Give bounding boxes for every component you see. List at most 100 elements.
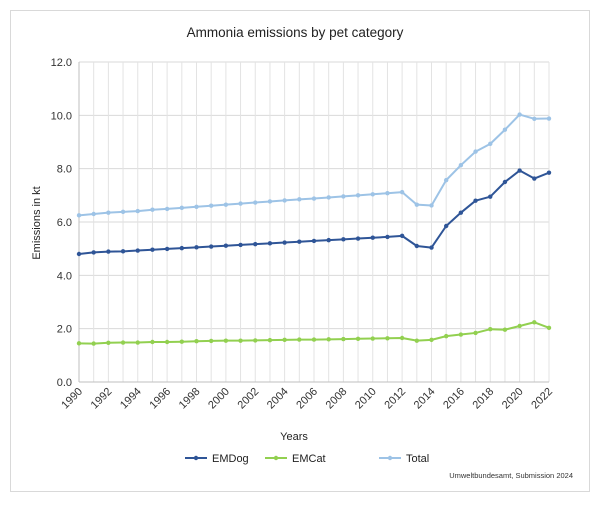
data-point — [164, 339, 170, 345]
x-tick-label: 2016 — [441, 386, 467, 412]
data-point — [76, 251, 82, 257]
x-tick-label: 2004 — [265, 386, 291, 412]
legend-label: Total — [406, 453, 429, 465]
x-tick-label: 2002 — [236, 386, 262, 412]
data-point — [179, 205, 185, 211]
x-axis-label: Years — [280, 431, 308, 443]
data-point — [355, 336, 361, 341]
data-point — [546, 116, 552, 121]
data-point — [370, 235, 375, 240]
source-note: Umweltbundesamt, Submission 2024 — [449, 471, 573, 480]
data-point — [341, 237, 346, 242]
data-point — [120, 340, 126, 345]
data-point — [429, 245, 434, 250]
data-point — [326, 337, 331, 342]
legend-marker — [193, 455, 199, 461]
x-axis-ticks: 1990 1992 1994 1996 1998 2000 2002 2004 2006 2008… — [59, 386, 555, 412]
x-tick-label: 2014 — [412, 386, 438, 412]
data-point — [267, 337, 273, 343]
data-point — [532, 320, 537, 325]
data-point — [443, 177, 449, 183]
data-point — [458, 332, 464, 337]
legend-label: EMCat — [292, 453, 326, 465]
data-point — [76, 213, 82, 218]
data-point — [106, 249, 111, 254]
data-point — [517, 168, 522, 173]
data-point — [253, 241, 258, 247]
data-point — [488, 141, 493, 147]
data-point — [150, 247, 155, 252]
data-point — [150, 207, 155, 212]
data-point — [179, 339, 185, 344]
data-point — [267, 241, 273, 246]
y-tick-label: 10.0 — [51, 110, 72, 122]
x-tick-label: 2006 — [294, 386, 320, 412]
data-point — [238, 242, 243, 248]
data-point — [238, 338, 243, 343]
data-point — [341, 336, 346, 342]
data-point — [385, 191, 390, 196]
data-point — [311, 337, 317, 342]
data-point — [76, 341, 82, 346]
x-tick-label: 2018 — [471, 386, 497, 412]
data-point — [91, 211, 96, 217]
data-point — [208, 244, 214, 249]
data-point — [488, 194, 493, 199]
data-point — [120, 209, 126, 215]
legend-marker — [273, 455, 279, 461]
data-point — [164, 206, 170, 212]
data-point — [106, 340, 111, 345]
legend: EMDog EMCat Total — [185, 453, 429, 465]
data-point — [208, 203, 214, 208]
data-point — [223, 338, 229, 343]
data-point — [473, 330, 478, 336]
data-point — [164, 246, 170, 252]
data-point — [267, 199, 273, 204]
data-point — [385, 336, 390, 341]
data-point — [370, 336, 375, 341]
data-point — [253, 200, 258, 205]
data-point — [150, 339, 155, 345]
data-point — [517, 323, 522, 329]
legend-item-total: Total — [379, 453, 429, 465]
data-point — [282, 337, 287, 343]
data-point — [297, 197, 302, 202]
x-tick-label: 1990 — [59, 386, 85, 412]
data-point — [135, 340, 140, 345]
data-point — [326, 237, 331, 243]
data-point — [414, 243, 420, 249]
x-tick-label: 1996 — [147, 386, 173, 412]
data-point — [120, 249, 126, 254]
data-point — [355, 236, 361, 241]
data-point — [517, 112, 522, 117]
x-tick-label: 2012 — [382, 386, 408, 412]
data-point — [443, 223, 449, 229]
data-point — [429, 337, 434, 343]
legend-marker — [387, 455, 393, 461]
data-point — [194, 339, 199, 344]
data-point — [106, 210, 111, 215]
line-chart: Ammonia emissions by pet category 0.0 2.0… — [31, 25, 573, 480]
data-point — [414, 202, 420, 207]
data-point — [311, 238, 317, 244]
data-point — [399, 233, 405, 239]
legend-item-emcat: EMCat — [265, 453, 326, 465]
y-axis-ticks: 0.0 2.0 4.0 6.0 8.0 10.0 12.0 — [51, 57, 72, 389]
data-point — [532, 176, 537, 181]
data-point — [91, 250, 96, 255]
y-tick-label: 12.0 — [51, 57, 72, 69]
x-tick-label: 2020 — [500, 386, 526, 412]
data-point — [282, 198, 287, 203]
gridlines — [78, 61, 550, 383]
y-tick-label: 2.0 — [57, 324, 72, 336]
data-point — [385, 234, 390, 240]
data-point — [502, 127, 508, 132]
data-point — [297, 337, 302, 342]
data-point — [179, 245, 185, 251]
series-emdog — [76, 168, 552, 257]
legend-label: EMDog — [212, 453, 249, 465]
data-point — [473, 198, 478, 203]
y-tick-label: 6.0 — [57, 217, 72, 229]
data-point — [370, 192, 375, 197]
y-tick-label: 4.0 — [57, 270, 72, 282]
